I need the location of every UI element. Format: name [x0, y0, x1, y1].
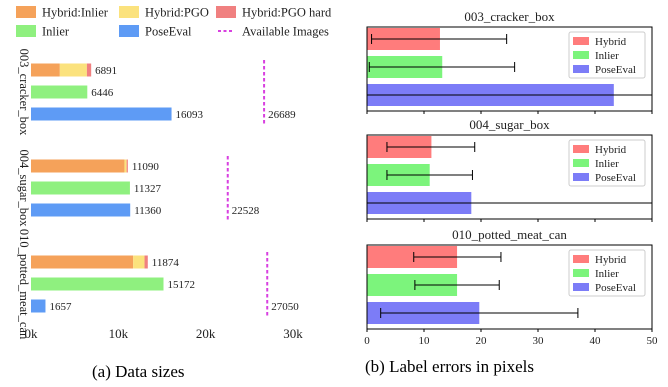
bar-010-potted-meat-can-hybrid-pgo — [133, 255, 145, 269]
bar-003-cracker-box-inlier — [31, 85, 88, 99]
bar-003-cracker-box-hybrid-pgo-hard — [86, 63, 92, 77]
legend-label-010-potted-meat-can-poseeval: PoseEval — [595, 282, 636, 294]
value-label-010-potted-meat-can-poseeval: 1657 — [49, 301, 71, 313]
legend-swatch-hybrid-pgo-hard — [216, 6, 236, 18]
legend-label-hybrid-pgo-hard: Hybrid:PGO hard — [242, 6, 332, 20]
bar-010-potted-meat-can-hybrid — [367, 246, 458, 268]
bar-003-cracker-box-poseeval — [31, 107, 172, 121]
value-label-004-sugar-box-hybrid: 11090 — [132, 161, 160, 173]
legend-label-poseeval: PoseEval — [145, 25, 192, 39]
panel-title-004-sugar-box: 004_sugar_box — [469, 117, 550, 132]
x-tick-label-10k: 10k — [109, 326, 129, 341]
panel-title-003-cracker-box: 003_cracker_box — [464, 9, 555, 24]
bar-003-cracker-box-hybrid-inlier — [31, 63, 60, 77]
legend-swatch-004-sugar-box-hybrid — [573, 145, 589, 153]
legend-swatch-003-cracker-box-hybrid — [573, 37, 589, 45]
available-label-010-potted-meat-can: 27050 — [271, 301, 299, 313]
x-tick-label-20k: 20k — [196, 326, 216, 341]
legend-label-hybrid-pgo: Hybrid:PGO — [145, 6, 209, 20]
value-label-004-sugar-box-inlier: 11327 — [134, 183, 162, 195]
bar-004-sugar-box-poseeval — [31, 203, 131, 217]
value-label-003-cracker-box-poseeval: 16093 — [176, 109, 204, 121]
caption-data-sizes: (a) Data sizes — [92, 362, 185, 381]
legend-swatch-003-cracker-box-inlier — [573, 51, 589, 59]
value-label-004-sugar-box-poseeval: 11360 — [134, 205, 162, 217]
value-label-010-potted-meat-can-hybrid: 11874 — [152, 257, 180, 269]
legend-swatch-010-potted-meat-can-poseeval — [573, 283, 589, 291]
x-tick-label-20: 20 — [476, 335, 488, 347]
legend-label-010-potted-meat-can-inlier: Inlier — [595, 268, 619, 280]
x-tick-label-30k: 30k — [283, 326, 303, 341]
legend-swatch-hybrid-pgo — [119, 6, 139, 18]
legend-label-003-cracker-box-hybrid: Hybrid — [595, 36, 627, 48]
legend-label-hybrid-inlier: Hybrid:Inlier — [42, 6, 109, 20]
group-label-010-potted-meat-can: 010_potted_meat_can — [17, 229, 31, 340]
available-label-003-cracker-box: 26689 — [268, 109, 296, 121]
x-tick-label-30: 30 — [533, 335, 545, 347]
bar-004-sugar-box-inlier — [31, 181, 130, 195]
panel-frame-003-cracker-box — [366, 26, 653, 112]
bar-003-cracker-box-hybrid-pgo — [59, 63, 87, 77]
value-label-010-potted-meat-can-inlier: 15172 — [168, 279, 196, 291]
legend-label-inlier: Inlier — [42, 25, 70, 39]
legend-swatch-004-sugar-box-inlier — [573, 159, 589, 167]
available-label-004-sugar-box: 22528 — [232, 205, 260, 217]
bar-004-sugar-box-hybrid-inlier — [31, 159, 125, 173]
panel-frame-010-potted-meat-can — [366, 244, 653, 330]
group-label-004-sugar-box: 004_sugar_box — [17, 149, 31, 227]
legend-swatch-003-cracker-box-poseeval — [573, 65, 589, 73]
x-tick-label-40: 40 — [590, 335, 602, 347]
group-label-003-cracker-box: 003_cracker_box — [17, 49, 31, 137]
legend-swatch-poseeval — [119, 25, 139, 37]
legend-label-004-sugar-box-poseeval: PoseEval — [595, 172, 636, 184]
bar-004-sugar-box-hybrid-pgo-hard — [126, 159, 128, 173]
legend-label-010-potted-meat-can-hybrid: Hybrid — [595, 254, 627, 266]
bar-010-potted-meat-can-hybrid-inlier — [31, 255, 134, 269]
bar-004-sugar-box-hybrid-pgo — [124, 159, 127, 173]
bar-010-potted-meat-can-inlier — [31, 277, 164, 291]
x-tick-label-0k: 0k — [25, 326, 39, 341]
legend-swatch-010-potted-meat-can-inlier — [573, 269, 589, 277]
legend-swatch-hybrid-inlier — [16, 6, 36, 18]
legend-label-003-cracker-box-inlier: Inlier — [595, 50, 619, 62]
legend-label-available-images: Available Images — [242, 25, 329, 39]
legend-swatch-010-potted-meat-can-hybrid — [573, 255, 589, 263]
caption-label-errors: (b) Label errors in pixels — [365, 357, 534, 376]
bar-010-potted-meat-can-poseeval — [31, 299, 46, 313]
x-tick-label-50: 50 — [647, 335, 659, 347]
legend-swatch-004-sugar-box-poseeval — [573, 173, 589, 181]
bar-010-potted-meat-can-hybrid-pgo-hard — [144, 255, 148, 269]
bar-010-potted-meat-can-inlier — [367, 274, 458, 296]
legend-label-004-sugar-box-inlier: Inlier — [595, 158, 619, 170]
x-tick-label-10: 10 — [419, 335, 431, 347]
panel-frame-004-sugar-box — [366, 134, 653, 220]
legend-label-003-cracker-box-poseeval: PoseEval — [595, 64, 636, 76]
legend-swatch-inlier — [16, 25, 36, 37]
x-tick-label-0: 0 — [364, 335, 370, 347]
value-label-003-cracker-box-inlier: 6446 — [91, 87, 114, 99]
value-label-003-cracker-box-hybrid: 6891 — [95, 65, 117, 77]
legend-label-004-sugar-box-hybrid: Hybrid — [595, 144, 627, 156]
panel-title-010-potted-meat-can: 010_potted_meat_can — [452, 227, 567, 242]
